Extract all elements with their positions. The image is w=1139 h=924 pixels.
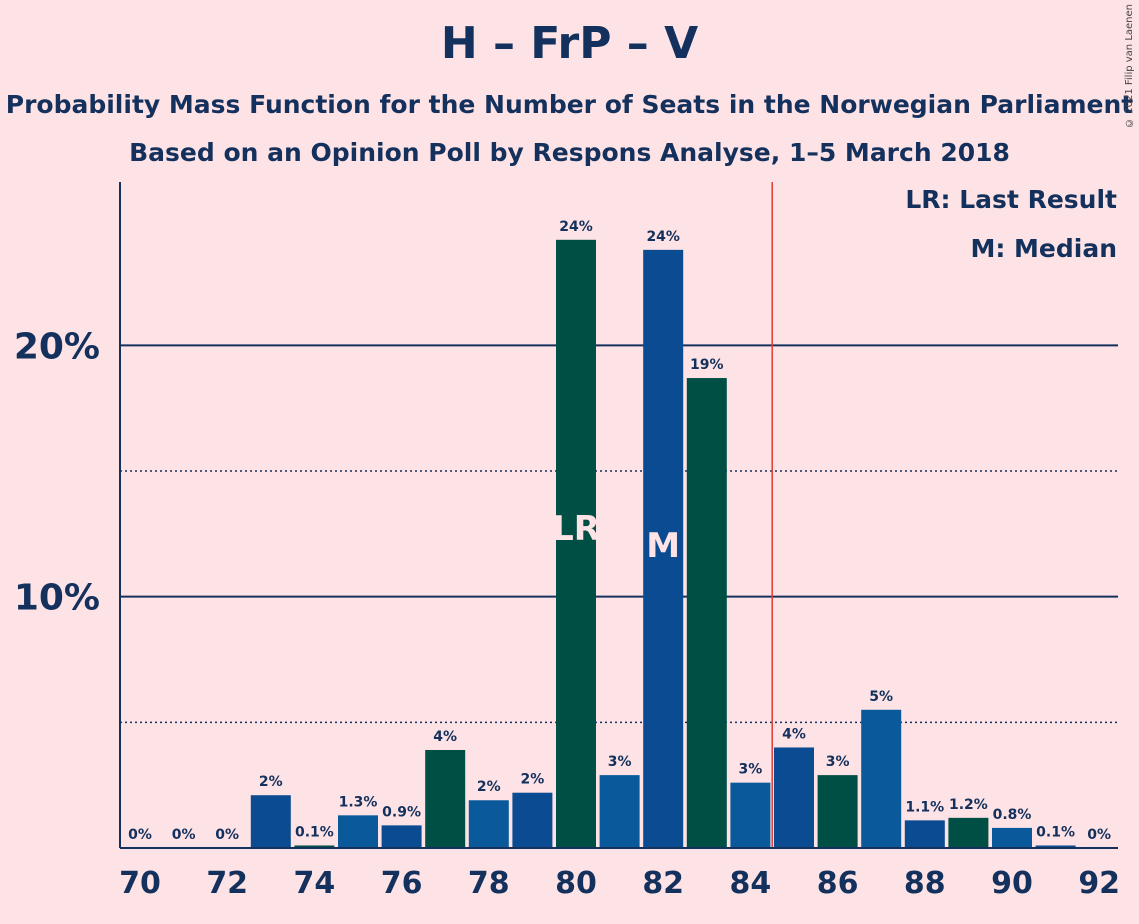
bar-seat-90	[992, 827, 1032, 848]
bar-seat-85	[774, 747, 814, 848]
last-result-marker: LR	[552, 509, 600, 549]
axes	[119, 182, 1118, 849]
data-label-seat-92: 0%	[1087, 827, 1111, 843]
gridlines	[120, 344, 1118, 724]
bar-seat-76	[381, 825, 422, 848]
bar-seat-84	[730, 782, 771, 848]
data-label-seat-74: 0.1%	[295, 824, 334, 840]
bar-seat-74	[294, 845, 335, 848]
bar-seat-86	[817, 775, 858, 848]
y-tick-labels: 10% 20%	[14, 326, 100, 618]
bar-seat-82	[643, 249, 684, 849]
y-tick-10: 10%	[14, 578, 100, 619]
chart-title: H – FrP – V	[440, 18, 699, 69]
x-tick-80: 80	[555, 866, 597, 901]
x-tick-86: 86	[817, 866, 859, 901]
chart-subtitle-poll: Based on an Opinion Poll by Respons Anal…	[129, 138, 1010, 167]
bar-seat-89	[948, 817, 989, 848]
data-label-seat-82: 24%	[646, 229, 680, 245]
x-tick-84: 84	[730, 866, 772, 901]
x-tick-labels: 70 72 74 76 78 80 82 84 86 88 90 92	[119, 866, 1120, 901]
bar-seat-77	[425, 749, 466, 848]
data-labels: 0% 0% 0% 2% 0.1% 1.3%0.9% 4% 2% 2% 24% 3% 24% 19% 3% 4…	[128, 219, 1111, 843]
x-tick-88: 88	[904, 866, 946, 901]
bar-seat-75	[338, 815, 378, 848]
median-marker: M	[646, 526, 680, 566]
data-label-seat-79: 2%	[521, 772, 545, 788]
x-tick-90: 90	[991, 866, 1033, 901]
data-label-seat-85: 4%	[782, 726, 806, 742]
data-label-seat-87: 5%	[869, 689, 893, 705]
data-label-seat-81: 3%	[608, 754, 632, 770]
legend-median: M: Median	[970, 234, 1117, 263]
chart-subtitle: Probability Mass Function for the Number…	[5, 90, 1134, 119]
x-tick-74: 74	[294, 866, 336, 901]
bars	[250, 239, 1076, 849]
bar-seat-83	[686, 378, 727, 848]
bar-seat-79	[512, 792, 553, 848]
data-label-seat-89: 1.2%	[949, 797, 988, 813]
bar-seat-88	[904, 820, 945, 848]
data-label-seat-91: 0.1%	[1036, 824, 1075, 840]
x-tick-92: 92	[1078, 866, 1120, 901]
bar-seat-78	[468, 800, 509, 848]
data-label-seat-90: 0.8%	[993, 807, 1032, 823]
bar-seat-81	[599, 775, 640, 848]
data-label-seat-70: 0%	[128, 827, 152, 843]
x-tick-72: 72	[206, 866, 248, 901]
data-label-seat-76: 0.9%	[382, 804, 421, 820]
data-label-seat-71: 0%	[172, 827, 196, 843]
y-tick-20: 20%	[14, 326, 100, 367]
x-tick-70: 70	[119, 866, 161, 901]
bar-seat-87	[861, 709, 902, 848]
bar-seat-73	[250, 795, 291, 848]
data-label-seat-78: 2%	[477, 779, 501, 795]
data-label-seat-73: 2%	[259, 774, 283, 790]
data-label-seat-80: 24%	[559, 219, 593, 235]
data-label-seat-72: 0%	[215, 827, 239, 843]
bar-seat-91	[1035, 845, 1076, 848]
data-label-seat-88: 1.1%	[905, 799, 944, 815]
x-tick-78: 78	[468, 866, 510, 901]
data-label-seat-83: 19%	[690, 357, 724, 373]
x-tick-82: 82	[642, 866, 684, 901]
legend-last-result: LR: Last Result	[905, 185, 1117, 214]
data-label-seat-77: 4%	[433, 729, 457, 745]
data-label-seat-75: 1.3%	[339, 794, 378, 810]
x-tick-76: 76	[381, 866, 423, 901]
bar-seat-80	[556, 239, 596, 848]
data-label-seat-84: 3%	[739, 762, 763, 778]
data-label-seat-86: 3%	[826, 754, 850, 770]
